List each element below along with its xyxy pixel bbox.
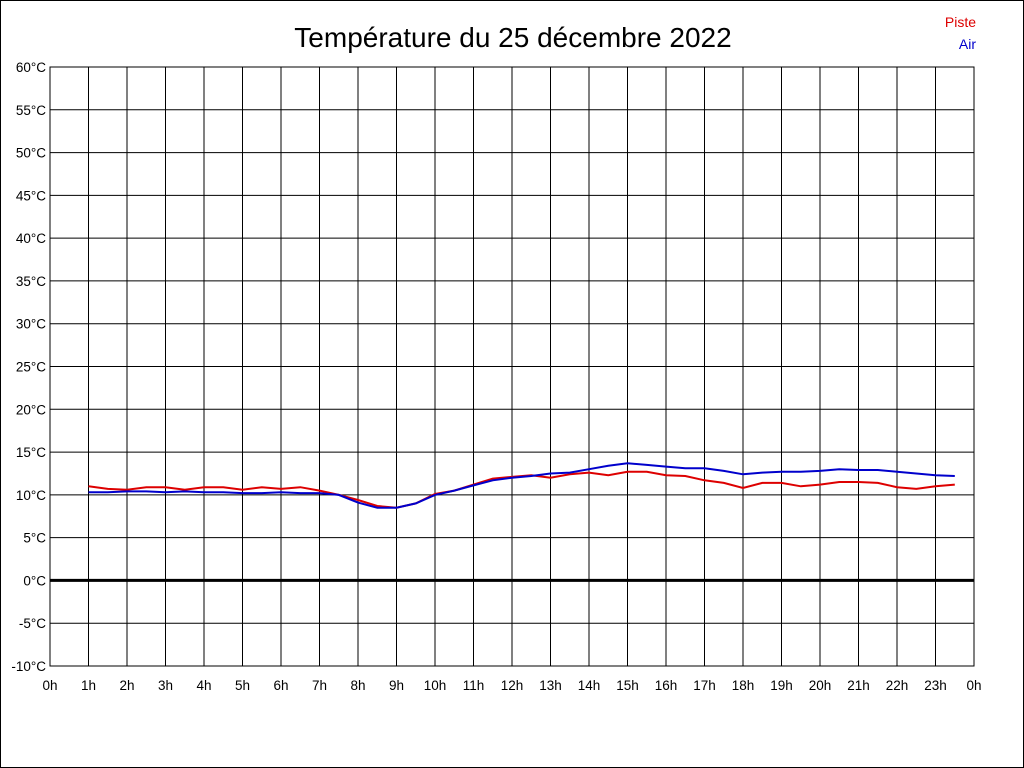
x-tick-label: 1h: [81, 678, 96, 693]
chart-legend: Piste Air: [945, 14, 976, 52]
x-tick-label: 10h: [424, 678, 447, 693]
x-tick-label: 18h: [732, 678, 755, 693]
x-tick-label: 0h: [966, 678, 981, 693]
x-tick-label: 13h: [539, 678, 562, 693]
y-tick-label: 25°C: [16, 360, 46, 375]
x-tick-label: 15h: [616, 678, 639, 693]
x-tick-label: 7h: [312, 678, 327, 693]
x-tick-label: 19h: [770, 678, 793, 693]
x-tick-label: 14h: [578, 678, 601, 693]
y-tick-label: 20°C: [16, 402, 46, 417]
x-tick-label: 22h: [886, 678, 909, 693]
x-tick-label: 12h: [501, 678, 524, 693]
x-axis-ticks: 0h 1h 2h 3h 4h 5h 6h 7h 8h 9h 10h 11h 12h 13h 14h 15h 16…: [42, 678, 981, 693]
y-tick-label: 0°C: [23, 573, 46, 588]
x-tick-label: 21h: [847, 678, 870, 693]
chart-grid: [50, 67, 974, 666]
legend-item-piste: Piste: [945, 14, 976, 30]
x-tick-label: 4h: [196, 678, 211, 693]
series-line-air: [88, 462, 955, 509]
x-tick-label: 9h: [389, 678, 404, 693]
y-axis-ticks: -10°C -5°C 0°C 5°C 10°C 15°C 20°C 25°C 30°C 35°C 4…: [11, 60, 46, 674]
x-tick-label: 16h: [655, 678, 678, 693]
y-tick-label: 50°C: [16, 146, 46, 161]
y-tick-label: 5°C: [23, 531, 46, 546]
y-tick-label: 35°C: [16, 274, 46, 289]
x-tick-label: 0h: [42, 678, 57, 693]
y-tick-label: 60°C: [16, 60, 46, 75]
x-tick-label: 17h: [693, 678, 716, 693]
x-tick-label: 6h: [273, 678, 288, 693]
legend-item-air: Air: [959, 36, 976, 52]
y-tick-label: 10°C: [16, 488, 46, 503]
y-tick-label: 30°C: [16, 317, 46, 332]
x-tick-label: 20h: [809, 678, 832, 693]
x-tick-label: 8h: [350, 678, 365, 693]
y-tick-label: -5°C: [19, 616, 46, 631]
chart-series: [88, 462, 955, 509]
x-tick-label: 2h: [119, 678, 134, 693]
x-tick-label: 5h: [235, 678, 250, 693]
x-tick-label: 23h: [924, 678, 947, 693]
y-tick-label: 15°C: [16, 445, 46, 460]
y-tick-label: 45°C: [16, 188, 46, 203]
x-tick-label: 11h: [463, 678, 485, 693]
x-tick-label: 3h: [158, 678, 173, 693]
y-tick-label: 40°C: [16, 231, 46, 246]
plot-area-border: [49, 66, 975, 667]
chart-axes: [49, 66, 975, 667]
chart-title: Température du 25 décembre 2022: [294, 22, 731, 53]
y-tick-label: 55°C: [16, 103, 46, 118]
y-tick-label: -10°C: [11, 659, 46, 674]
